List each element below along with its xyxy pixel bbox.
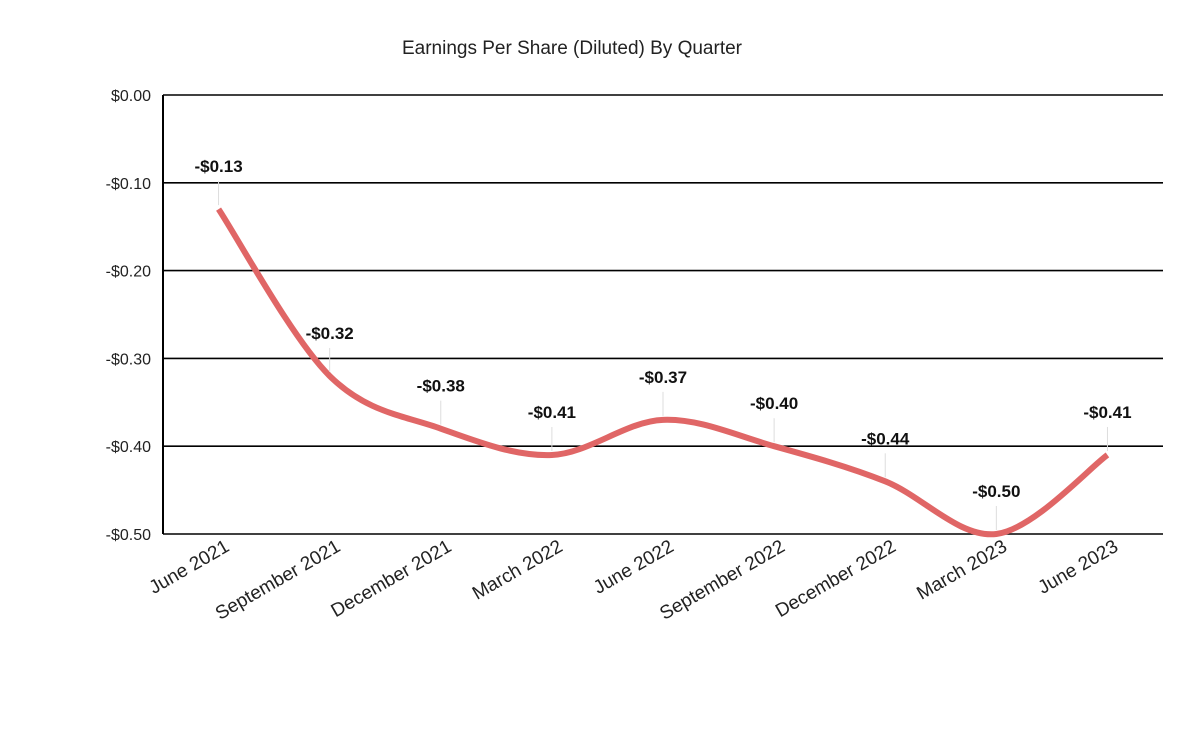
y-tick-label: -$0.40 <box>106 439 151 456</box>
x-tick-label: September 2022 <box>656 536 788 624</box>
x-tick-label: June 2023 <box>1035 536 1122 599</box>
x-tick-label: December 2022 <box>772 536 900 622</box>
x-tick-label: June 2022 <box>590 536 677 599</box>
data-label: -$0.32 <box>306 324 354 343</box>
data-label: -$0.44 <box>861 429 910 448</box>
data-label: -$0.41 <box>528 403 576 422</box>
chart-title: Earnings Per Share (Diluted) By Quarter <box>402 38 743 59</box>
x-tick-label: June 2021 <box>146 536 233 599</box>
y-tick-label: -$0.10 <box>106 176 151 193</box>
data-label: -$0.13 <box>194 157 242 176</box>
eps-series-line <box>216 207 1110 538</box>
x-tick-label: December 2021 <box>328 536 456 622</box>
y-tick-label: -$0.20 <box>106 264 151 281</box>
data-label: -$0.41 <box>1083 403 1131 422</box>
y-tick-label: $0.00 <box>111 88 151 105</box>
x-tick-label: March 2022 <box>469 536 566 604</box>
x-tick-label: September 2021 <box>212 536 344 624</box>
data-label: -$0.40 <box>750 394 798 413</box>
x-tick-label: March 2023 <box>913 536 1010 604</box>
y-tick-label: -$0.50 <box>106 527 151 544</box>
y-tick-label: -$0.30 <box>106 351 151 368</box>
data-label: -$0.38 <box>417 377 465 396</box>
data-label: -$0.50 <box>972 482 1020 501</box>
data-label: -$0.37 <box>639 368 687 387</box>
